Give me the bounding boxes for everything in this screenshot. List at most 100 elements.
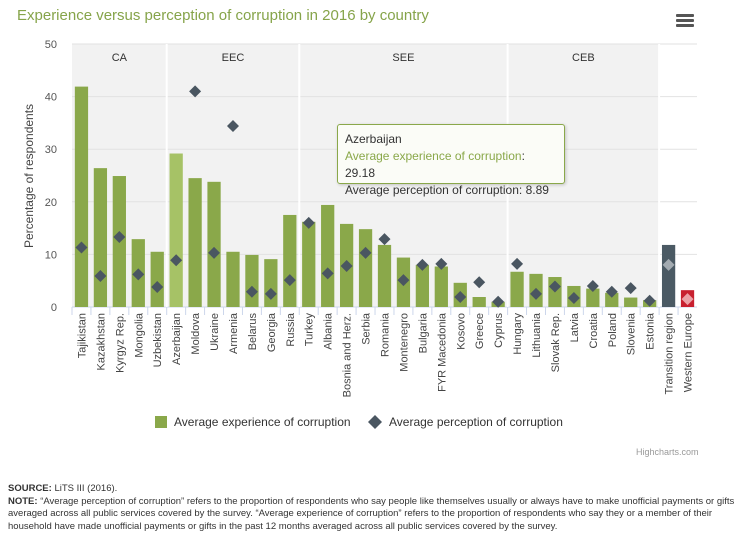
bar[interactable] — [245, 254, 259, 307]
diamond-marker[interactable] — [264, 287, 277, 300]
bar[interactable] — [226, 251, 240, 307]
x-tick-label: FYR Macedonia — [436, 312, 448, 392]
bar[interactable] — [472, 297, 486, 307]
diamond-marker[interactable] — [397, 274, 410, 287]
bar[interactable] — [302, 221, 316, 307]
legend-diamond-swatch[interactable] — [368, 415, 382, 429]
x-tick-label: Latvia — [569, 312, 581, 342]
diamond-marker[interactable] — [643, 294, 656, 307]
diamond-marker[interactable] — [435, 257, 448, 270]
diamond-marker[interactable] — [567, 292, 580, 305]
x-tick-label: Tajikistan — [76, 313, 88, 358]
source-text: LiTS III (2016). — [51, 483, 118, 494]
x-tick-label: Moldova — [190, 312, 202, 354]
x-tick-label: Azerbaijan — [171, 313, 183, 365]
diamond-marker[interactable] — [586, 279, 599, 292]
x-tick-label: Bulgaria — [417, 312, 429, 353]
x-tick-label: Slovenia — [626, 312, 638, 355]
diamond-marker[interactable] — [416, 258, 429, 271]
chart-svg: 0 10 20 30 40 50 CA EEC SEE CEB Tajikistan Kazakhs… — [22, 39, 697, 429]
diamond-marker[interactable] — [378, 233, 391, 246]
x-tick-label: Mongolia — [133, 312, 145, 358]
bar[interactable] — [321, 204, 335, 307]
y-tick-label: 10 — [45, 249, 57, 261]
bar[interactable] — [624, 297, 638, 307]
bar[interactable] — [377, 244, 392, 307]
bar[interactable] — [169, 153, 183, 307]
diamond-marker[interactable] — [473, 276, 486, 289]
diamond-marker[interactable] — [359, 246, 372, 259]
y-tick-label: 30 — [45, 144, 57, 156]
diamond-marker[interactable] — [208, 246, 221, 259]
diamond-marker[interactable] — [170, 254, 183, 267]
diamond-marker[interactable] — [189, 85, 202, 98]
x-tick-label: Croatia — [588, 312, 600, 348]
diamond-marker[interactable] — [605, 285, 618, 298]
bar[interactable] — [150, 251, 164, 307]
x-tick-label: Bosnia and Herz. — [342, 313, 354, 397]
diamond-marker[interactable] — [662, 258, 675, 271]
diamond-marker[interactable] — [321, 267, 334, 280]
bar[interactable] — [283, 214, 297, 307]
bar[interactable] — [188, 178, 202, 307]
diamond-marker[interactable] — [681, 293, 694, 306]
diamond-marker[interactable] — [624, 282, 637, 295]
x-tick-label: Kosovo — [455, 313, 467, 350]
x-tick-label: Transition region — [664, 313, 676, 395]
bar[interactable] — [510, 271, 524, 307]
bar[interactable] — [586, 288, 600, 307]
legend-perception-label[interactable]: Average perception of corruption — [389, 415, 563, 429]
legend-bar-swatch[interactable] — [155, 416, 167, 428]
source-label: SOURCE: — [8, 483, 52, 494]
diamond-marker[interactable] — [492, 295, 505, 308]
diamond-marker[interactable] — [226, 120, 239, 133]
tooltip-country: Azerbaijan — [345, 132, 402, 146]
region-label: EEC — [222, 52, 245, 64]
diamond-marker[interactable] — [94, 269, 107, 282]
diamond-marker[interactable] — [530, 287, 543, 300]
diamond-marker[interactable] — [151, 281, 164, 294]
y-tick-label: 40 — [45, 92, 57, 104]
hamburger-menu-icon[interactable] — [676, 14, 694, 28]
diamond-marker[interactable] — [340, 259, 353, 272]
y-axis-title: Percentage of respondents — [22, 104, 36, 248]
diamond-marker[interactable] — [113, 231, 126, 244]
tooltip-perc-label: Average perception of corruption — [345, 183, 519, 197]
x-tick-label: Montenegro — [398, 313, 410, 372]
diamond-marker[interactable] — [454, 291, 467, 304]
bar[interactable] — [93, 168, 108, 307]
diamond-marker[interactable] — [511, 257, 524, 270]
x-tick-label: Slovak Rep. — [550, 313, 562, 372]
credits-link[interactable]: Highcharts.com — [636, 447, 699, 457]
bar[interactable] — [207, 181, 221, 307]
x-tick-label: Turkey — [304, 313, 316, 347]
notes: SOURCE: LiTS III (2016). NOTE: “Average … — [8, 483, 748, 533]
bar[interactable] — [74, 86, 89, 307]
x-tick-label: Lithuania — [531, 312, 543, 358]
bar[interactable] — [358, 229, 373, 307]
x-tick-label: Cyprus — [493, 313, 505, 348]
tooltip-perc-value: 8.89 — [525, 183, 549, 197]
diamond-marker[interactable] — [302, 216, 315, 229]
x-tick-label: Kazakhstan — [95, 313, 107, 370]
bar[interactable] — [434, 266, 448, 307]
bar[interactable] — [661, 244, 676, 307]
diamond-marker[interactable] — [132, 268, 145, 281]
bar[interactable] — [415, 264, 430, 307]
tooltip-exp-value: 29.18 — [345, 166, 376, 180]
legend-experience-label[interactable]: Average experience of corruption — [174, 415, 351, 429]
diamond-marker[interactable] — [245, 285, 258, 298]
x-tick-label: Albania — [323, 312, 335, 350]
x-tick-label: Belarus — [247, 313, 259, 351]
note-label: NOTE: — [8, 495, 38, 507]
diamond-marker[interactable] — [283, 274, 296, 287]
bar[interactable] — [605, 292, 619, 307]
diamond-marker[interactable] — [75, 241, 88, 254]
chart-title: Experience versus perception of corrupti… — [17, 7, 429, 24]
diamond-marker[interactable] — [548, 280, 561, 293]
x-tick-label: Poland — [607, 313, 619, 347]
region-label: SEE — [392, 52, 414, 64]
tooltip: Azerbaijan Average experience of corrupt… — [337, 124, 565, 197]
x-tick-label: Estonia — [645, 312, 657, 350]
x-tick-label: Western Europe — [683, 313, 695, 392]
